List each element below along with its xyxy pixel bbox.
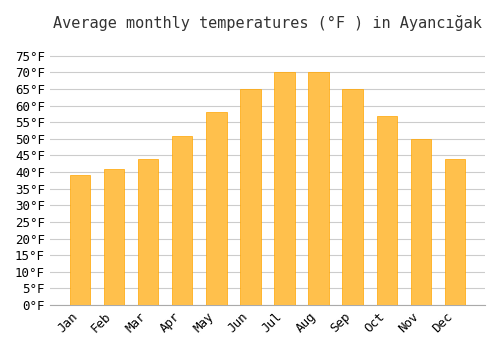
Bar xyxy=(104,169,124,305)
Bar xyxy=(70,175,90,305)
Bar xyxy=(410,139,431,305)
Bar xyxy=(308,72,329,305)
Bar xyxy=(445,159,465,305)
Bar xyxy=(376,116,397,305)
Title: Average monthly temperatures (°F ) in Ayancığak: Average monthly temperatures (°F ) in Ay… xyxy=(53,15,482,31)
Bar xyxy=(138,159,158,305)
Bar xyxy=(172,135,193,305)
Bar xyxy=(274,72,294,305)
Bar xyxy=(206,112,227,305)
Bar xyxy=(342,89,363,305)
Bar xyxy=(240,89,260,305)
